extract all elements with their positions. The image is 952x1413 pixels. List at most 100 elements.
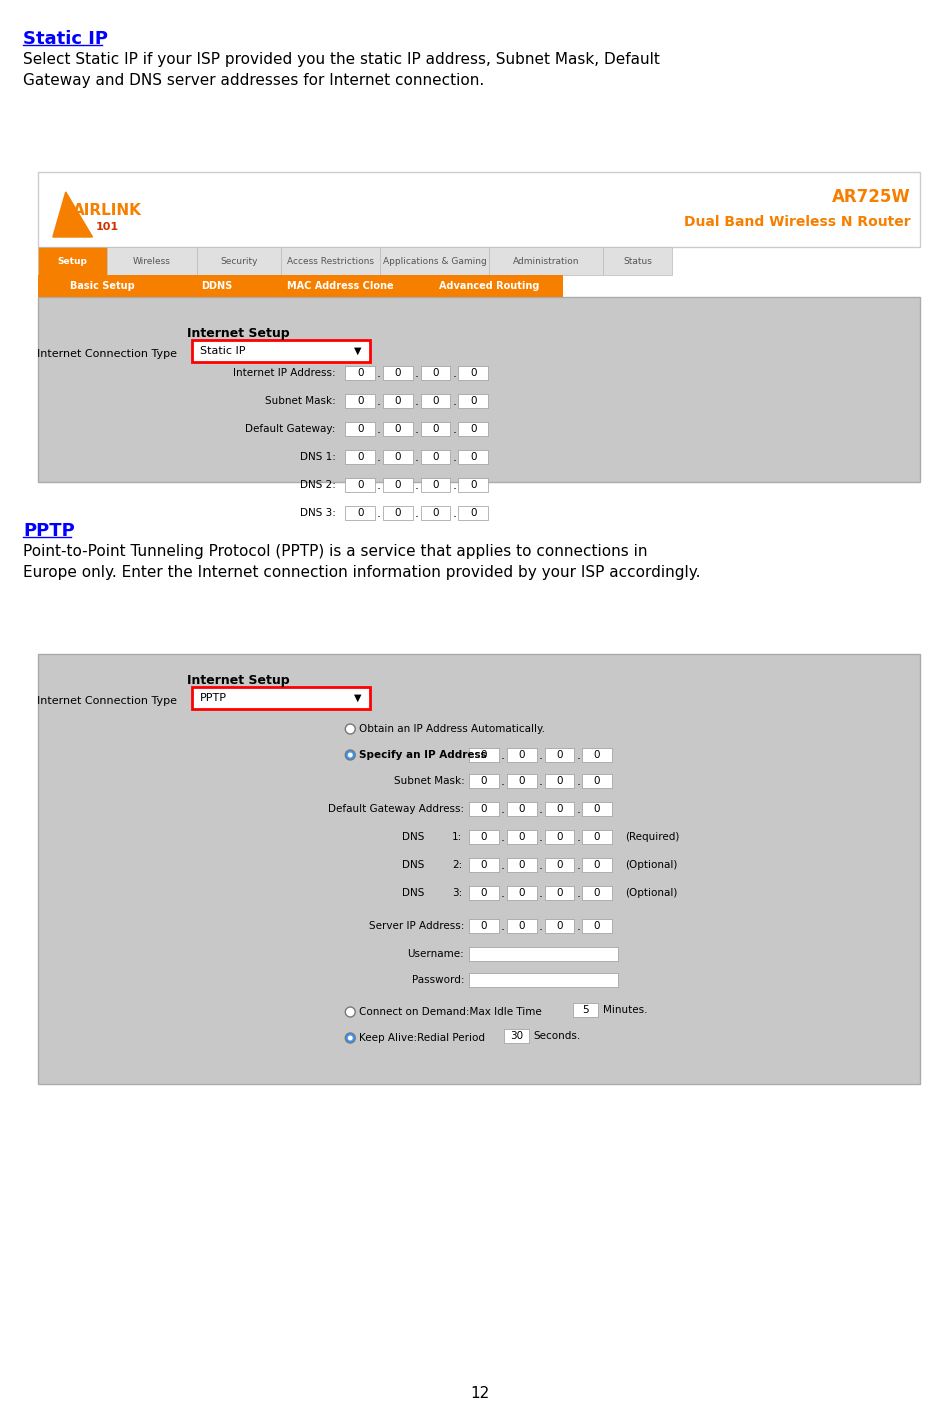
Text: .: .: [452, 479, 456, 492]
Text: 0: 0: [394, 424, 401, 434]
Text: DNS 3:: DNS 3:: [300, 509, 335, 519]
Text: .: .: [415, 506, 419, 520]
Text: 0: 0: [519, 832, 525, 842]
Circle shape: [347, 753, 353, 757]
Text: 0: 0: [556, 776, 563, 786]
FancyBboxPatch shape: [469, 918, 499, 933]
Text: 0: 0: [357, 367, 364, 379]
Text: .: .: [539, 774, 543, 787]
Text: .: .: [452, 422, 456, 435]
FancyBboxPatch shape: [583, 858, 612, 872]
Text: 0: 0: [470, 480, 476, 490]
FancyBboxPatch shape: [421, 449, 450, 463]
Text: .: .: [576, 749, 581, 762]
Text: .: .: [501, 803, 505, 815]
Text: 0: 0: [394, 509, 401, 519]
Text: Seconds.: Seconds.: [534, 1031, 581, 1041]
Text: DNS 2:: DNS 2:: [300, 480, 335, 490]
FancyBboxPatch shape: [469, 886, 499, 900]
Text: Minutes.: Minutes.: [603, 1005, 647, 1015]
FancyBboxPatch shape: [458, 394, 488, 408]
FancyBboxPatch shape: [583, 774, 612, 788]
FancyBboxPatch shape: [421, 366, 450, 380]
Text: DNS: DNS: [403, 832, 425, 842]
FancyBboxPatch shape: [469, 858, 499, 872]
FancyBboxPatch shape: [545, 918, 574, 933]
Text: .: .: [576, 831, 581, 844]
Text: .: .: [576, 920, 581, 933]
FancyBboxPatch shape: [346, 449, 375, 463]
Text: Administration: Administration: [513, 257, 580, 266]
Text: .: .: [415, 422, 419, 435]
Text: Access Restrictions: Access Restrictions: [287, 257, 374, 266]
Text: ▼: ▼: [354, 346, 362, 356]
Text: Internet Setup: Internet Setup: [187, 674, 289, 687]
FancyBboxPatch shape: [38, 247, 108, 276]
Text: (Required): (Required): [625, 832, 679, 842]
FancyBboxPatch shape: [38, 297, 921, 482]
Text: .: .: [452, 451, 456, 463]
Text: .: .: [539, 749, 543, 762]
Text: .: .: [501, 859, 505, 872]
Text: .: .: [415, 366, 419, 380]
Text: Internet IP Address:: Internet IP Address:: [233, 367, 335, 379]
Text: (Optional): (Optional): [625, 861, 677, 870]
Text: 0: 0: [594, 776, 601, 786]
Text: 0: 0: [432, 396, 439, 406]
Text: Subnet Mask:: Subnet Mask:: [265, 396, 335, 406]
FancyBboxPatch shape: [506, 774, 537, 788]
Text: Server IP Address:: Server IP Address:: [368, 921, 465, 931]
FancyBboxPatch shape: [38, 276, 167, 297]
FancyBboxPatch shape: [421, 506, 450, 520]
Text: Specify an IP Address: Specify an IP Address: [359, 750, 486, 760]
Text: .: .: [539, 803, 543, 815]
Text: 0: 0: [432, 452, 439, 462]
Text: 0: 0: [556, 832, 563, 842]
Circle shape: [346, 723, 355, 733]
FancyBboxPatch shape: [266, 276, 415, 297]
Text: 0: 0: [594, 804, 601, 814]
FancyBboxPatch shape: [603, 247, 672, 276]
Text: 0: 0: [481, 921, 487, 931]
Text: Wireless: Wireless: [133, 257, 171, 266]
FancyBboxPatch shape: [383, 478, 413, 492]
Text: 5: 5: [583, 1005, 589, 1015]
Text: Setup: Setup: [58, 257, 88, 266]
Text: .: .: [501, 920, 505, 933]
FancyBboxPatch shape: [346, 506, 375, 520]
FancyBboxPatch shape: [191, 687, 370, 709]
FancyBboxPatch shape: [545, 858, 574, 872]
Text: 0: 0: [470, 424, 476, 434]
FancyBboxPatch shape: [38, 172, 921, 247]
FancyBboxPatch shape: [469, 974, 618, 988]
Text: .: .: [377, 451, 381, 463]
Text: 0: 0: [556, 887, 563, 899]
Text: .: .: [415, 451, 419, 463]
FancyBboxPatch shape: [108, 247, 197, 276]
Text: DNS: DNS: [403, 887, 425, 899]
FancyBboxPatch shape: [583, 803, 612, 815]
Text: Advanced Routing: Advanced Routing: [439, 281, 539, 291]
FancyBboxPatch shape: [458, 449, 488, 463]
FancyBboxPatch shape: [489, 247, 603, 276]
Text: .: .: [576, 774, 581, 787]
Text: Subnet Mask:: Subnet Mask:: [393, 776, 465, 786]
FancyBboxPatch shape: [346, 394, 375, 408]
Text: DDNS: DDNS: [201, 281, 232, 291]
Text: .: .: [377, 479, 381, 492]
Text: 0: 0: [481, 861, 487, 870]
Text: 0: 0: [432, 509, 439, 519]
FancyBboxPatch shape: [458, 422, 488, 437]
Text: 0: 0: [481, 776, 487, 786]
Text: .: .: [539, 920, 543, 933]
FancyBboxPatch shape: [421, 478, 450, 492]
Text: 0: 0: [519, 887, 525, 899]
Text: Basic Setup: Basic Setup: [70, 281, 135, 291]
Text: 1:: 1:: [452, 832, 463, 842]
FancyBboxPatch shape: [383, 366, 413, 380]
Text: .: .: [377, 366, 381, 380]
Text: .: .: [576, 803, 581, 815]
FancyBboxPatch shape: [197, 247, 281, 276]
Circle shape: [346, 750, 355, 760]
Text: .: .: [539, 886, 543, 900]
